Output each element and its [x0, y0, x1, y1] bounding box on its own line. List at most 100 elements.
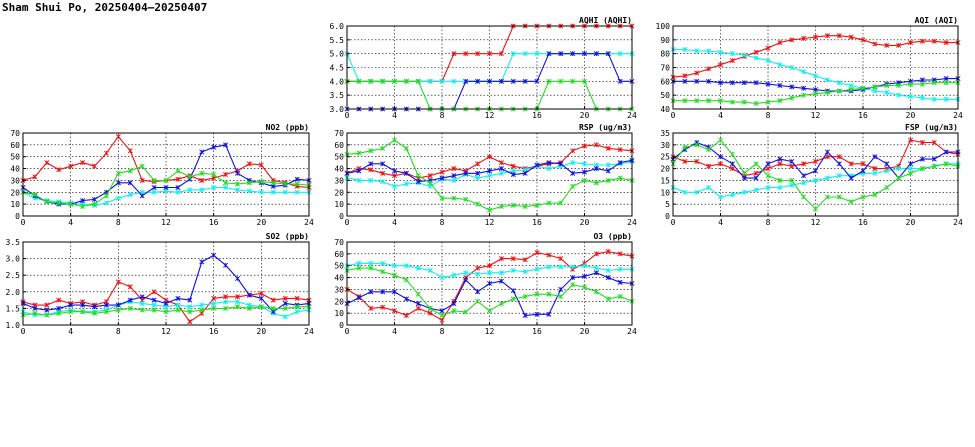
data-point — [246, 161, 252, 167]
data-point — [486, 308, 493, 314]
data-point — [907, 81, 914, 87]
data-point — [56, 167, 62, 173]
data-point — [403, 181, 409, 187]
y-tick-label: 0 — [15, 212, 20, 221]
data-point — [439, 195, 445, 201]
y-tick-label: 60 — [334, 250, 344, 259]
data-point — [581, 263, 588, 269]
data-point — [356, 78, 362, 84]
data-point — [127, 148, 133, 154]
x-tick-label: 0 — [345, 327, 350, 336]
data-point — [127, 168, 133, 174]
data-point — [789, 37, 795, 43]
data-point — [919, 166, 925, 172]
data-point — [729, 58, 735, 64]
data-point — [211, 305, 217, 311]
x-tick-label: 8 — [440, 218, 445, 227]
data-point — [463, 170, 469, 176]
data-point — [68, 309, 74, 315]
y-tick-label: 50 — [334, 153, 344, 162]
y-tick-label: 5.0 — [330, 50, 345, 59]
data-point — [368, 305, 374, 311]
data-point — [463, 78, 469, 84]
data-point — [294, 304, 300, 310]
data-point — [812, 34, 819, 40]
data-point — [380, 179, 386, 185]
y-tick-label: 20 — [334, 297, 344, 306]
data-point — [907, 137, 914, 143]
data-point — [546, 311, 552, 317]
data-point — [570, 183, 576, 189]
data-point — [282, 300, 288, 306]
data-point — [522, 312, 528, 319]
data-point — [475, 78, 481, 84]
data-point — [463, 51, 469, 57]
x-tick-label: 20 — [580, 218, 590, 227]
data-point — [115, 170, 121, 176]
data-point — [234, 304, 241, 310]
data-point — [44, 302, 50, 308]
data-point — [475, 298, 481, 304]
data-point — [558, 51, 564, 57]
x-tick-label: 0 — [21, 327, 26, 336]
data-point — [498, 256, 504, 262]
data-point — [534, 162, 540, 168]
data-point — [380, 170, 386, 176]
data-point — [510, 267, 516, 273]
y-tick-label: 40 — [660, 105, 670, 114]
data-point — [510, 288, 516, 294]
data-point — [534, 291, 540, 297]
data-point — [56, 297, 62, 303]
x-tick-label: 24 — [953, 111, 963, 120]
data-point — [812, 91, 819, 97]
data-point — [115, 134, 121, 140]
data-point — [682, 78, 688, 84]
data-point — [546, 51, 552, 57]
data-point — [848, 175, 854, 181]
data-point — [115, 195, 121, 201]
data-point — [486, 280, 493, 287]
y-tick-label: 1.5 — [6, 304, 21, 313]
data-point — [801, 35, 807, 41]
y-tick-label: 20 — [10, 188, 20, 197]
data-point — [872, 154, 878, 160]
data-point — [706, 48, 712, 54]
data-point — [356, 260, 362, 266]
x-tick-label: 4 — [392, 111, 397, 120]
data-point — [777, 82, 783, 89]
data-point — [522, 269, 528, 275]
data-point — [860, 85, 866, 91]
data-point — [765, 185, 771, 191]
x-tick-label: 20 — [580, 111, 590, 120]
data-point — [872, 88, 878, 94]
data-point — [498, 51, 504, 57]
data-point — [439, 175, 445, 181]
data-point — [415, 179, 421, 185]
data-point — [163, 309, 169, 315]
data-point — [270, 305, 276, 311]
data-point — [943, 40, 949, 46]
data-point — [581, 143, 588, 149]
data-point — [789, 95, 795, 101]
data-point — [187, 187, 193, 193]
data-point — [223, 180, 229, 186]
data-point — [427, 310, 433, 316]
data-point — [356, 295, 362, 301]
data-point — [163, 300, 169, 306]
data-point — [451, 195, 457, 201]
data-point — [175, 176, 181, 182]
data-point — [919, 81, 925, 87]
data-point — [151, 289, 157, 295]
data-point — [872, 192, 878, 198]
x-tick-label: 8 — [440, 327, 445, 336]
data-point — [282, 189, 288, 195]
data-point — [753, 170, 759, 176]
data-point — [80, 203, 86, 210]
data-point — [127, 284, 133, 290]
data-point — [451, 78, 457, 84]
data-point — [884, 82, 890, 89]
x-tick-label: 16 — [209, 327, 219, 336]
data-point — [570, 160, 576, 166]
data-point — [270, 297, 276, 303]
